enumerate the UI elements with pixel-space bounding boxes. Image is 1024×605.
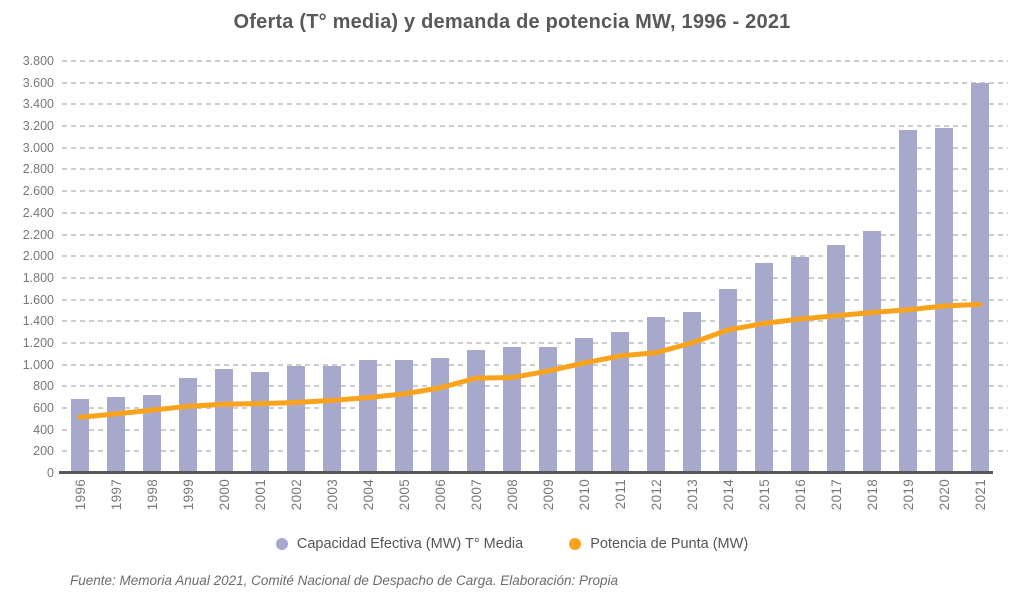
bar-2009 xyxy=(539,347,557,473)
y-tick-label: 1.200 xyxy=(22,335,54,350)
capacidad-dot-icon xyxy=(275,538,288,550)
y-tick-label: 2.600 xyxy=(22,184,54,199)
y-tick-label: 1.800 xyxy=(22,270,54,285)
bar-2020 xyxy=(935,128,953,473)
legend-label-capacidad: Capacidad Efectiva (MW) T° Media xyxy=(296,536,524,552)
x-tick-2004: 2004 xyxy=(360,479,376,511)
x-axis-line xyxy=(59,471,993,474)
legend-item-capacidad: Capacidad Efectiva (MW) T° Media xyxy=(275,536,524,552)
y-tick-label: 2.200 xyxy=(22,227,54,242)
bar-2006 xyxy=(431,357,449,473)
x-tick-2007: 2007 xyxy=(468,479,484,511)
y-tick-label: 0 xyxy=(47,466,54,480)
bar-2015 xyxy=(755,263,773,473)
y-tick-label: 800 xyxy=(33,379,54,394)
x-tick-2011: 2011 xyxy=(612,479,628,510)
bar-2013 xyxy=(683,311,701,473)
bar-2014 xyxy=(719,288,737,473)
bar-2011 xyxy=(611,331,629,473)
bar-2003 xyxy=(323,365,341,473)
x-tick-2021: 2021 xyxy=(972,479,988,511)
x-tick-2003: 2003 xyxy=(324,479,340,511)
legend: Capacidad Efectiva (MW) T° Media Potenci… xyxy=(0,536,1024,552)
gridline-3.400 xyxy=(62,103,1008,106)
bar-1999 xyxy=(179,378,197,473)
y-tick-label: 1.600 xyxy=(22,292,54,307)
x-tick-2014: 2014 xyxy=(720,479,736,511)
gridline-1.600 xyxy=(62,298,1008,301)
gridline-3.000 xyxy=(62,146,1008,149)
gridline-2.600 xyxy=(62,190,1008,193)
y-tick-label: 400 xyxy=(33,422,54,437)
x-tick-2018: 2018 xyxy=(864,479,880,511)
bar-2008 xyxy=(503,347,521,473)
x-tick-2016: 2016 xyxy=(792,479,808,511)
bar-2007 xyxy=(467,349,485,473)
x-tick-2000: 2000 xyxy=(216,479,232,511)
bar-2016 xyxy=(791,256,809,473)
x-tick-2001: 2001 xyxy=(252,479,268,511)
x-tick-1997: 1997 xyxy=(108,479,124,511)
x-tick-1998: 1998 xyxy=(144,479,160,511)
source-note: Fuente: Memoria Anual 2021, Comité Nacio… xyxy=(70,573,619,588)
x-tick-1996: 1996 xyxy=(72,479,88,511)
x-tick-2019: 2019 xyxy=(900,479,916,511)
bar-2018 xyxy=(863,231,881,473)
gridline-200 xyxy=(62,450,1008,453)
bar-1997 xyxy=(107,396,125,473)
bar-2002 xyxy=(287,365,305,473)
y-tick-label: 3.600 xyxy=(22,75,54,90)
gridline-3.600 xyxy=(62,81,1008,84)
x-tick-2013: 2013 xyxy=(684,479,700,511)
bar-2017 xyxy=(827,245,845,473)
bar-2004 xyxy=(359,360,377,473)
bar-2005 xyxy=(395,360,413,473)
x-tick-2015: 2015 xyxy=(756,479,772,511)
y-tick-label: 2.400 xyxy=(22,205,54,220)
y-tick-label: 3.400 xyxy=(22,97,54,112)
x-tick-2020: 2020 xyxy=(936,479,952,511)
bar-2010 xyxy=(575,337,593,473)
x-tick-1999: 1999 xyxy=(180,479,196,511)
gridline-3.200 xyxy=(62,125,1008,128)
y-tick-label: 600 xyxy=(33,400,54,415)
gridline-1.800 xyxy=(62,276,1008,279)
x-tick-2005: 2005 xyxy=(396,479,412,511)
x-tick-2008: 2008 xyxy=(504,479,520,511)
bar-2012 xyxy=(647,316,665,473)
x-tick-2010: 2010 xyxy=(576,479,592,511)
gridline-2.400 xyxy=(62,211,1008,214)
chart-title: Oferta (T° media) y demanda de potencia … xyxy=(233,11,791,33)
x-tick-2009: 2009 xyxy=(540,479,556,511)
bar-2001 xyxy=(251,372,269,473)
gridline-2.000 xyxy=(62,255,1008,258)
y-tick-label: 1.400 xyxy=(22,314,54,329)
y-tick-label: 1.000 xyxy=(22,357,54,372)
y-tick-label: 3.800 xyxy=(22,54,54,68)
gridline-2.200 xyxy=(62,233,1008,236)
bar-1996 xyxy=(71,398,89,473)
gridline-3.800 xyxy=(62,60,1008,62)
legend-item-potencia: Potencia de Punta (MW) xyxy=(569,536,748,552)
bar-2021 xyxy=(971,82,989,473)
gridline-400 xyxy=(62,428,1008,431)
y-tick-label: 200 xyxy=(33,444,54,459)
x-tick-2006: 2006 xyxy=(432,479,448,511)
y-tick-label: 3.000 xyxy=(22,140,54,155)
x-tick-2012: 2012 xyxy=(648,479,664,511)
x-tick-2002: 2002 xyxy=(288,479,304,511)
y-tick-label: 2.800 xyxy=(22,162,54,177)
bar-2000 xyxy=(215,368,233,473)
gridline-2.800 xyxy=(62,168,1008,171)
legend-label-potencia: Potencia de Punta (MW) xyxy=(590,536,749,552)
bar-2019 xyxy=(899,130,917,473)
bar-1998 xyxy=(143,394,161,473)
potencia-dot-icon xyxy=(569,538,582,550)
y-tick-label: 3.200 xyxy=(22,119,54,134)
y-tick-label: 2.000 xyxy=(22,249,54,264)
x-tick-2017: 2017 xyxy=(828,479,844,511)
